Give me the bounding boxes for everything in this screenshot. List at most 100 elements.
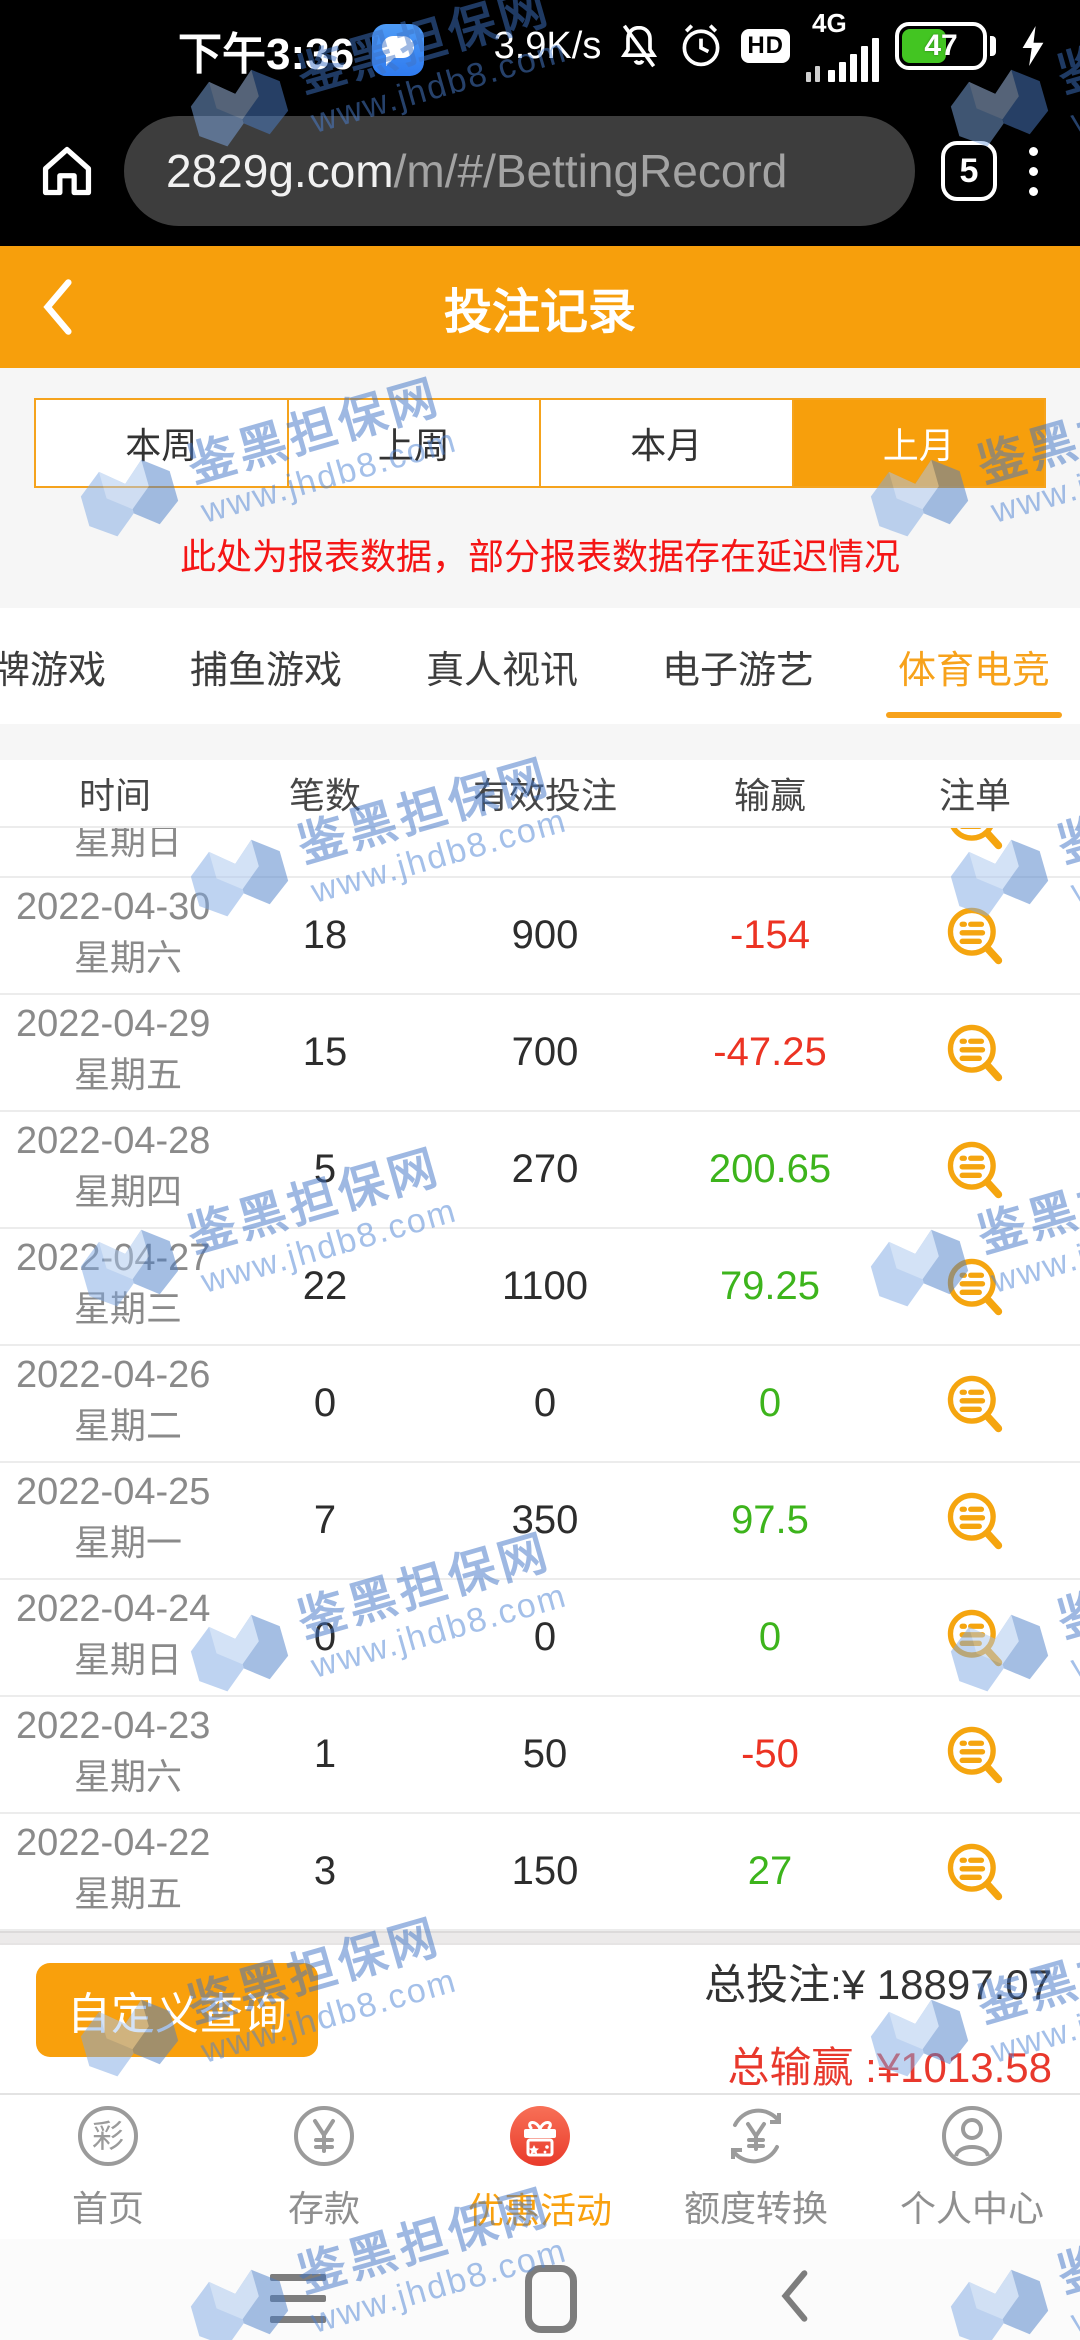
back-button[interactable] [26,246,88,368]
bet-count: 1 [313,1732,337,1776]
betting-record-table: 时间 笔数 有效投注 输赢 注单 星期日 2022-04-30 [0,760,1080,1931]
signal-bars-sim2-icon [806,66,820,82]
home-square-icon[interactable] [525,2264,577,2333]
network-type-label: 4G [812,8,847,38]
weekday-label: 星期二 [74,1405,183,1446]
table-row: 2022-04-29 星期五 15 700 -47.25 [0,995,1080,1112]
network-speed: 3.9K/s [493,24,602,67]
url-domain: 2829g.com [166,145,394,197]
tab-this-week[interactable]: 本周 [36,400,289,486]
date-label: 2022-04-22 [16,1822,211,1864]
date-label: 2022-04-29 [16,1003,211,1045]
nav-quota-transfer[interactable]: 额度转换 [648,2095,864,2239]
date-label: 2022-04-25 [16,1471,211,1513]
url-path: /m/#/BettingRecord [393,145,788,197]
win-loss-amount: 200.65 [708,1147,832,1191]
col-count: 笔数 [288,775,361,816]
weekday-label: 星期六 [74,1756,183,1797]
user-icon [939,2103,1005,2174]
alarm-clock-icon [677,22,725,70]
order-detail-icon[interactable] [870,1723,1080,1787]
browser-toolbar: 2829g.com/m/#/BettingRecord 5 [0,96,1080,246]
period-tab-bar: 本周 上周 本月 上月 [34,398,1046,488]
table-row: 2022-04-30 星期六 18 900 -154 [0,878,1080,995]
recents-menu-icon[interactable] [270,2274,326,2323]
weekday-label: 星期日 [74,1639,183,1680]
battery-indicator: 47 [895,22,996,70]
weekday-label: 星期五 [74,1873,183,1914]
nav-deposit[interactable]: 存款 [216,2095,432,2239]
bet-count: 18 [302,913,348,957]
table-row: 2022-04-22 星期五 3 150 27 [0,1814,1080,1931]
signal-indicator: 4G [806,10,879,82]
win-loss-amount: 0 [758,1381,782,1425]
order-detail-icon[interactable] [870,1255,1080,1319]
bottom-navigation: 彩 首页 存款 优惠活动 [0,2093,1080,2239]
valid-bet-amount: 150 [511,1849,579,1893]
battery-percent: 47 [924,29,958,62]
weekday-label: 星期一 [74,1522,183,1563]
svg-text:彩: 彩 [92,2118,124,2154]
yuan-transfer-icon [723,2103,789,2174]
weekday-label: 星期六 [74,937,183,978]
order-detail-icon[interactable] [870,1372,1080,1436]
url-bar[interactable]: 2829g.com/m/#/BettingRecord [124,116,915,226]
valid-bet-amount: 50 [522,1732,568,1776]
tab-last-month[interactable]: 上月 [793,400,1044,486]
order-detail-icon[interactable] [870,1021,1080,1085]
win-loss-amount: -47.25 [713,1030,827,1074]
date-label: 2022-04-28 [16,1120,211,1162]
browser-menu-icon[interactable] [1023,141,1044,202]
valid-bet-amount: 0 [533,1615,557,1659]
table-row: 2022-04-23 星期六 1 50 -50 [0,1697,1080,1814]
bet-count: 0 [313,1615,337,1659]
custom-query-button[interactable]: 自定义查询 [36,1963,318,2057]
category-tab-bar: 牌游戏 捕鱼游戏 真人视讯 电子游艺 体育电竞 [0,608,1080,724]
table-row-partial: 星期日 [0,828,1080,878]
tab-live-casino[interactable]: 真人视讯 [425,649,578,692]
signal-bars-sim1-icon [828,38,879,82]
order-detail-icon[interactable] [870,828,1080,853]
col-time: 时间 [78,775,151,816]
table-row: 2022-04-25 星期一 7 350 97.5 [0,1463,1080,1580]
table-body: 2022-04-30 星期六 18 900 -154 2022-04-29 星期… [0,878,1080,1931]
nav-home[interactable]: 彩 首页 [0,2095,216,2239]
tab-this-month[interactable]: 本月 [541,400,794,486]
status-bar: 下午3:36 3.9K/s HD 4G 47 [0,0,1080,96]
win-loss-amount: 97.5 [731,1498,809,1542]
back-chevron-icon[interactable] [776,2267,810,2330]
tab-last-week[interactable]: 上周 [289,400,541,486]
divider [0,1931,1080,1945]
page-header: 投注记录 [0,246,1080,368]
clock-text: 下午3:36 [178,30,355,79]
order-detail-icon[interactable] [870,904,1080,968]
order-detail-icon[interactable] [870,1489,1080,1553]
col-win-loss: 输赢 [733,775,806,816]
date-label: 2022-04-23 [16,1705,211,1747]
android-navigation-bar [0,2239,1080,2340]
table-row: 2022-04-26 星期二 0 0 0 [0,1346,1080,1463]
tab-count-button[interactable]: 5 [941,141,997,201]
home-icon[interactable] [36,140,98,202]
tab-sports-esports[interactable]: 体育电竞 [885,609,1062,724]
tab-fishing-games[interactable]: 捕鱼游戏 [189,649,342,692]
valid-bet-amount: 700 [511,1030,579,1074]
tab-card-games[interactable]: 牌游戏 [0,649,107,692]
valid-bet-amount: 0 [533,1381,557,1425]
hd-badge: HD [741,29,790,63]
col-valid-bet: 有效投注 [472,775,617,816]
order-detail-icon[interactable] [870,1138,1080,1202]
date-label: 2022-04-30 [16,886,211,928]
valid-bet-amount: 350 [511,1498,579,1542]
order-detail-icon[interactable] [870,1840,1080,1904]
nav-promotions[interactable]: 优惠活动 [432,2095,648,2239]
order-detail-icon[interactable] [870,1606,1080,1670]
nav-profile[interactable]: 个人中心 [864,2095,1080,2239]
total-win-loss: 总输赢 :¥1013.58 [727,2044,1052,2091]
bet-count: 7 [313,1498,337,1542]
tab-slots[interactable]: 电子游艺 [661,649,814,692]
charging-bolt-icon [1022,26,1044,66]
win-loss-amount: 27 [747,1849,793,1893]
win-loss-amount: 0 [758,1615,782,1659]
date-label: 2022-04-27 [16,1237,211,1279]
